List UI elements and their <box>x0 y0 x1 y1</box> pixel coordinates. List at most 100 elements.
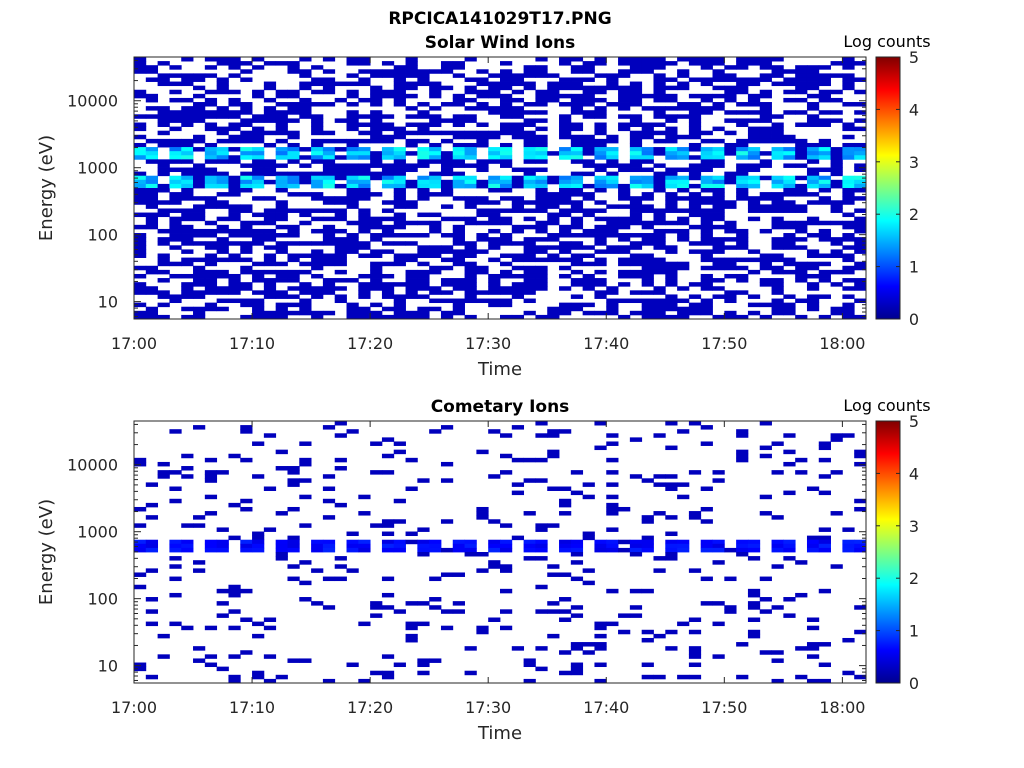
heatmap-cell <box>783 183 796 189</box>
heatmap-cell <box>228 183 241 189</box>
heatmap-cell <box>240 138 253 144</box>
heatmap-cell <box>629 547 643 553</box>
heatmap-cell <box>299 163 312 168</box>
heatmap-cell <box>641 122 654 127</box>
heatmap-cell <box>606 547 619 553</box>
heatmap-cell <box>523 81 536 87</box>
heatmap-cell <box>724 265 737 271</box>
heatmap-cell <box>417 245 430 250</box>
heatmap-cell <box>252 547 265 553</box>
heatmap-cell <box>417 183 430 189</box>
heatmap-cell <box>747 208 761 213</box>
heatmap-cell <box>358 286 371 291</box>
heatmap-cell <box>559 429 572 434</box>
heatmap-cell <box>263 294 277 299</box>
heatmap-cell <box>724 298 737 304</box>
heatmap-cell <box>594 130 607 136</box>
heatmap-cell <box>771 220 784 226</box>
heatmap-cell <box>145 192 159 197</box>
heatmap-cell <box>747 130 761 136</box>
heatmap-cell <box>370 126 383 132</box>
heatmap-cell <box>181 142 194 148</box>
heatmap-cell <box>216 204 229 209</box>
heatmap-cell <box>523 511 536 516</box>
heatmap-cell <box>582 580 595 586</box>
heatmap-cell <box>500 142 513 148</box>
heatmap-cell <box>570 224 584 230</box>
heatmap-cell <box>346 196 359 201</box>
heatmap-cell <box>700 486 713 491</box>
heatmap-cell <box>724 110 737 115</box>
heatmap-cell <box>771 253 784 258</box>
heatmap-cell <box>677 314 690 320</box>
heatmap-cell <box>570 81 584 87</box>
heatmap-cell <box>134 179 147 185</box>
heatmap-cell <box>240 265 253 271</box>
heatmap-cell <box>381 175 395 181</box>
heatmap-cell <box>712 57 725 62</box>
heatmap-cell <box>759 314 772 320</box>
heatmap-cell <box>134 233 147 238</box>
heatmap-cell <box>193 171 206 177</box>
heatmap-cell <box>299 494 312 500</box>
heatmap-cell <box>464 155 477 160</box>
heatmap-cell <box>523 224 536 230</box>
heatmap-cell <box>665 543 678 549</box>
heatmap-cell <box>535 237 548 242</box>
heatmap-cell <box>547 89 560 95</box>
heatmap-cell <box>818 678 831 684</box>
heatmap-cell <box>736 142 749 148</box>
heatmap-cell <box>476 265 489 271</box>
heatmap-cell <box>193 208 206 213</box>
heatmap-cell <box>429 122 442 127</box>
heatmap-cell <box>169 183 182 189</box>
heatmap-cell <box>771 81 784 87</box>
heatmap-cell <box>559 57 572 62</box>
heatmap-cell <box>452 249 465 254</box>
heatmap-cell <box>641 147 654 152</box>
heatmap-cell <box>440 192 454 197</box>
heatmap-cell <box>665 245 678 250</box>
heatmap-cell <box>700 208 713 213</box>
heatmap-cell <box>488 81 501 87</box>
heatmap-cell <box>535 220 548 226</box>
heatmap-cell <box>322 77 336 82</box>
heatmap-cell <box>700 539 713 545</box>
heatmap-cell <box>559 212 572 218</box>
heatmap-cell <box>358 282 371 287</box>
heatmap-cell <box>724 310 737 316</box>
heatmap-cell <box>806 151 820 156</box>
heatmap-cell <box>263 220 277 226</box>
heatmap-cell <box>594 662 607 668</box>
heatmap-cell <box>405 81 418 87</box>
heatmap-cell <box>275 556 288 561</box>
heatmap-cell <box>559 175 572 181</box>
heatmap-cell <box>393 151 406 156</box>
heatmap-cell <box>688 282 702 287</box>
heatmap-cell <box>358 183 371 189</box>
heatmap-cell <box>405 294 418 299</box>
solar-wind-x-ticks: 17:00 17:10 17:20 17:30 17:40 17:50 18:00 <box>111 57 865 353</box>
heatmap-cell <box>547 449 560 455</box>
heatmap-cell <box>204 478 218 483</box>
heatmap-cell <box>346 57 359 62</box>
colorbar-tick-label: 0 <box>909 310 919 329</box>
heatmap-cell <box>252 138 265 144</box>
heatmap-cell <box>488 241 501 246</box>
heatmap-cell <box>535 142 548 148</box>
heatmap-cell <box>606 249 619 254</box>
heatmap-cell <box>429 429 442 434</box>
heatmap-cell <box>688 163 702 168</box>
heatmap-cell <box>228 138 241 144</box>
heatmap-cell <box>594 147 607 152</box>
heatmap-cell <box>594 543 607 549</box>
heatmap-cell <box>216 183 229 189</box>
heatmap-cell <box>795 138 808 144</box>
heatmap-cell <box>736 245 749 250</box>
heatmap-cell <box>629 57 643 62</box>
heatmap-cell <box>629 163 643 168</box>
y-tick-label: 100 <box>87 226 118 245</box>
heatmap-cell <box>311 118 324 123</box>
heatmap-cell <box>381 605 395 610</box>
heatmap-cell <box>464 278 477 283</box>
